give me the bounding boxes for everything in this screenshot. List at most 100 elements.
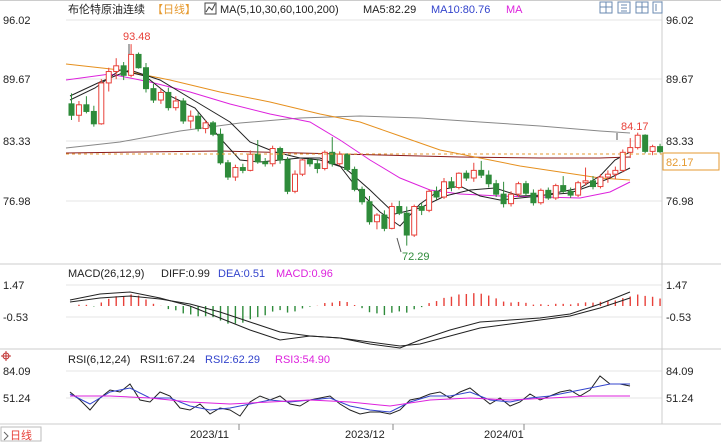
candle-body <box>545 189 552 199</box>
rsi-y-tick-left-2: 51.24 <box>3 393 31 405</box>
x-label-jan: 2024/01 <box>484 429 524 441</box>
y-tick-left-3: 83.33 <box>3 136 31 148</box>
candlestick-series <box>68 44 664 246</box>
low-annotation: 72.29 <box>402 251 430 263</box>
candle-body <box>210 122 217 135</box>
candle-body <box>455 172 462 189</box>
instrument-name: 布伦特原油连续 <box>68 2 145 16</box>
candle-body <box>143 67 149 90</box>
candle-body <box>642 134 649 152</box>
ma100-line <box>65 150 631 159</box>
ma30-legend: MA <box>506 4 523 16</box>
candle-body <box>329 151 336 165</box>
candle-body <box>537 189 544 204</box>
panel-separators <box>0 0 721 425</box>
candle-body <box>180 100 187 122</box>
ma-settings-label[interactable]: MA(5,10,30,60,100,200) <box>220 4 339 16</box>
rsi1-value: RSI1:67.24 <box>140 354 195 366</box>
rsi-y-tick-right-1: 84.09 <box>666 366 694 378</box>
candle-body <box>254 153 261 163</box>
ma5-legend: MA5:82.29 <box>363 4 416 16</box>
y-tick-right-3: 83.33 <box>666 136 694 148</box>
candle-body <box>649 146 656 152</box>
candle-body <box>522 183 529 194</box>
rsi3-line <box>70 395 630 407</box>
candle-body <box>306 159 313 165</box>
dock-icon[interactable] <box>652 1 663 14</box>
crosshair-icon[interactable] <box>1 351 11 361</box>
candle-body <box>463 172 470 179</box>
candle-body <box>262 161 269 165</box>
layout-icon[interactable] <box>635 1 649 14</box>
macd-lines <box>69 291 631 349</box>
period-button[interactable]: 日线 <box>0 426 42 442</box>
candle-body <box>627 147 634 153</box>
candle-body <box>217 133 224 164</box>
candle-body <box>575 182 582 196</box>
candle-body <box>150 88 157 101</box>
candle-body <box>83 104 90 112</box>
rsi2-line <box>69 383 630 413</box>
macd-y-tick-right-2: -0.53 <box>666 312 691 324</box>
y-tick-left-2: 89.67 <box>3 74 31 86</box>
candle-body <box>224 162 231 178</box>
candle-body <box>582 180 589 184</box>
candle-body <box>508 193 515 205</box>
candle-body <box>381 214 388 229</box>
y-tick-left-1: 96.02 <box>3 15 31 27</box>
candle-body <box>157 91 164 101</box>
candle-body <box>657 146 664 153</box>
candle-body <box>515 183 522 195</box>
candle-body <box>165 91 172 109</box>
macd-dea-line <box>69 295 631 347</box>
candle-body <box>366 201 373 223</box>
candle-body <box>314 163 321 169</box>
rsi-header: RSI(6,12,24) <box>68 354 130 366</box>
candle-body <box>247 153 254 171</box>
period-label: 【日线】 <box>152 2 196 16</box>
rsi-lines <box>69 375 631 417</box>
candle-body <box>396 206 403 214</box>
candle-body <box>493 183 500 195</box>
rsi1-line <box>69 375 631 417</box>
candle-body <box>418 206 425 211</box>
candle-body <box>433 190 440 198</box>
x-label-nov: 2023/11 <box>190 429 229 441</box>
candle-body <box>292 173 298 192</box>
y-tick-right-2: 89.67 <box>666 74 694 86</box>
candle-body <box>411 206 418 236</box>
candle-body <box>98 82 105 125</box>
period-button-label[interactable]: 日线 <box>10 428 32 442</box>
candle-body <box>500 193 507 205</box>
candle-body <box>135 53 142 69</box>
y-tick-right-1: 96.02 <box>666 15 694 27</box>
ma60-line <box>65 63 631 181</box>
candle-body <box>321 151 328 169</box>
candle-body <box>195 115 202 130</box>
candle-body <box>530 192 537 204</box>
candle-body <box>441 181 447 198</box>
macd-value: MACD:0.96 <box>276 268 333 280</box>
macd-diff: DIFF:0.99 <box>161 268 210 280</box>
candle-body <box>403 212 410 236</box>
candle-body <box>90 110 97 125</box>
rsi-y-tick-left-1: 84.09 <box>3 366 31 378</box>
macd-y-tick-left-1: 1.47 <box>3 280 24 292</box>
candle-body <box>448 181 455 189</box>
candle-body <box>344 153 351 170</box>
high-annotation: 93.48 <box>123 31 151 43</box>
candle-body <box>187 115 194 122</box>
candle-body <box>113 65 120 73</box>
candle-body <box>351 168 358 190</box>
candle-body <box>597 176 604 188</box>
y-tick-right-4: 76.98 <box>666 196 694 208</box>
candle-body <box>299 159 306 175</box>
chart-settings-icon[interactable] <box>617 1 631 14</box>
ma-settings-icon[interactable] <box>204 2 217 15</box>
recent-high-annotation: 84.17 <box>621 121 649 133</box>
candle-body <box>359 188 366 203</box>
snapshot-icon[interactable] <box>599 1 613 14</box>
candle-body <box>269 148 276 165</box>
candle-body <box>604 173 611 178</box>
